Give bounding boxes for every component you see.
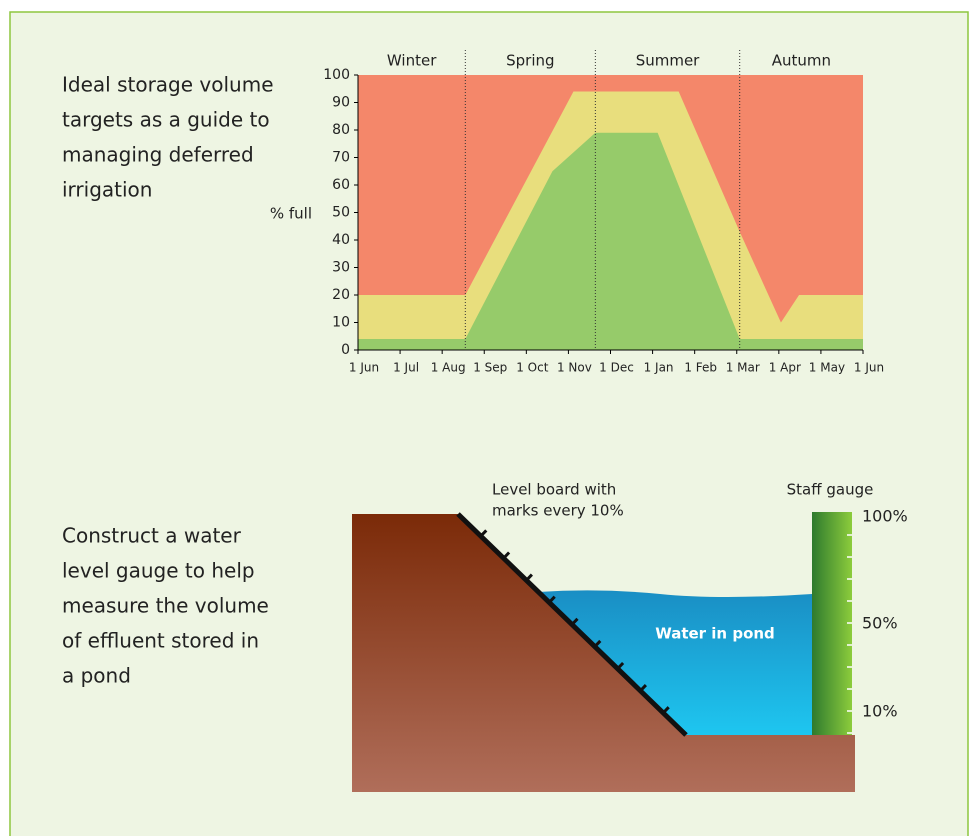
y-axis-label: % full bbox=[270, 205, 312, 223]
x-tick-label: 1 Oct bbox=[516, 361, 548, 375]
board-mark bbox=[616, 661, 625, 670]
staff-gauge bbox=[812, 512, 852, 735]
ground bbox=[352, 514, 855, 792]
board-mark bbox=[502, 551, 511, 560]
y-tick-label: 90 bbox=[332, 95, 350, 111]
x-tick-label: 1 Feb bbox=[684, 361, 717, 375]
x-tick-label: 1 Apr bbox=[769, 361, 801, 375]
diagram-text: level gauge to help bbox=[62, 559, 255, 583]
y-tick-label: 100 bbox=[323, 67, 350, 83]
board-mark bbox=[593, 639, 602, 648]
y-tick-label: 30 bbox=[332, 260, 350, 276]
y-tick-label: 10 bbox=[332, 315, 350, 331]
x-tick-label: 1 Mar bbox=[726, 361, 760, 375]
pond-diagram: Water in pond Staff gauge Level board wi… bbox=[62, 481, 908, 792]
gauge-mark-label: 100% bbox=[862, 507, 908, 526]
intro-text: Ideal storage volume bbox=[62, 73, 274, 97]
diagram-text: of effluent stored in bbox=[62, 629, 259, 653]
diagram-text: measure the volume bbox=[62, 594, 269, 618]
x-tick-label: 1 Jun bbox=[854, 361, 884, 375]
board-mark bbox=[639, 684, 647, 692]
board-mark bbox=[662, 706, 670, 714]
season-label: Autumn bbox=[772, 52, 831, 70]
x-tick-label: 1 Aug bbox=[431, 361, 466, 375]
season-label: Winter bbox=[387, 52, 437, 70]
intro-text: targets as a guide to bbox=[62, 108, 270, 132]
board-mark bbox=[525, 573, 533, 582]
x-tick-label: 1 Jan bbox=[644, 361, 674, 375]
staff-gauge-label: Staff gauge bbox=[787, 481, 874, 499]
area bbox=[358, 132, 863, 350]
x-tick-label: 1 Nov bbox=[557, 361, 592, 375]
y-tick-label: 50 bbox=[332, 205, 350, 221]
board-mark bbox=[548, 595, 556, 604]
intro-text: managing deferred bbox=[62, 143, 254, 167]
board-mark bbox=[570, 617, 579, 626]
y-tick-label: 0 bbox=[341, 342, 350, 358]
y-tick-label: 80 bbox=[332, 122, 350, 138]
x-tick-label: 1 May bbox=[809, 361, 845, 375]
diagram-text: a pond bbox=[62, 664, 131, 688]
y-tick-label: 20 bbox=[332, 287, 350, 303]
intro-text: irrigation bbox=[62, 178, 152, 202]
y-tick-label: 70 bbox=[332, 150, 350, 166]
level-board-label: Level board with bbox=[492, 481, 616, 499]
y-tick-label: 60 bbox=[332, 177, 350, 193]
season-label: Summer bbox=[636, 52, 700, 70]
x-tick-label: 1 Jun bbox=[349, 361, 379, 375]
board-mark bbox=[479, 529, 488, 538]
x-tick-label: 1 Sep bbox=[473, 361, 507, 375]
level-board-label: marks every 10% bbox=[492, 502, 624, 520]
water bbox=[538, 590, 812, 735]
gauge-mark-label: 10% bbox=[862, 702, 898, 721]
x-tick-label: 1 Jul bbox=[393, 361, 419, 375]
season-label: Spring bbox=[506, 52, 554, 70]
diagram-text: Construct a water bbox=[62, 524, 242, 548]
water-label: Water in pond bbox=[655, 625, 775, 643]
x-tick-label: 1 Dec bbox=[599, 361, 634, 375]
gauge-mark-label: 50% bbox=[862, 614, 898, 633]
y-tick-label: 40 bbox=[332, 232, 350, 248]
